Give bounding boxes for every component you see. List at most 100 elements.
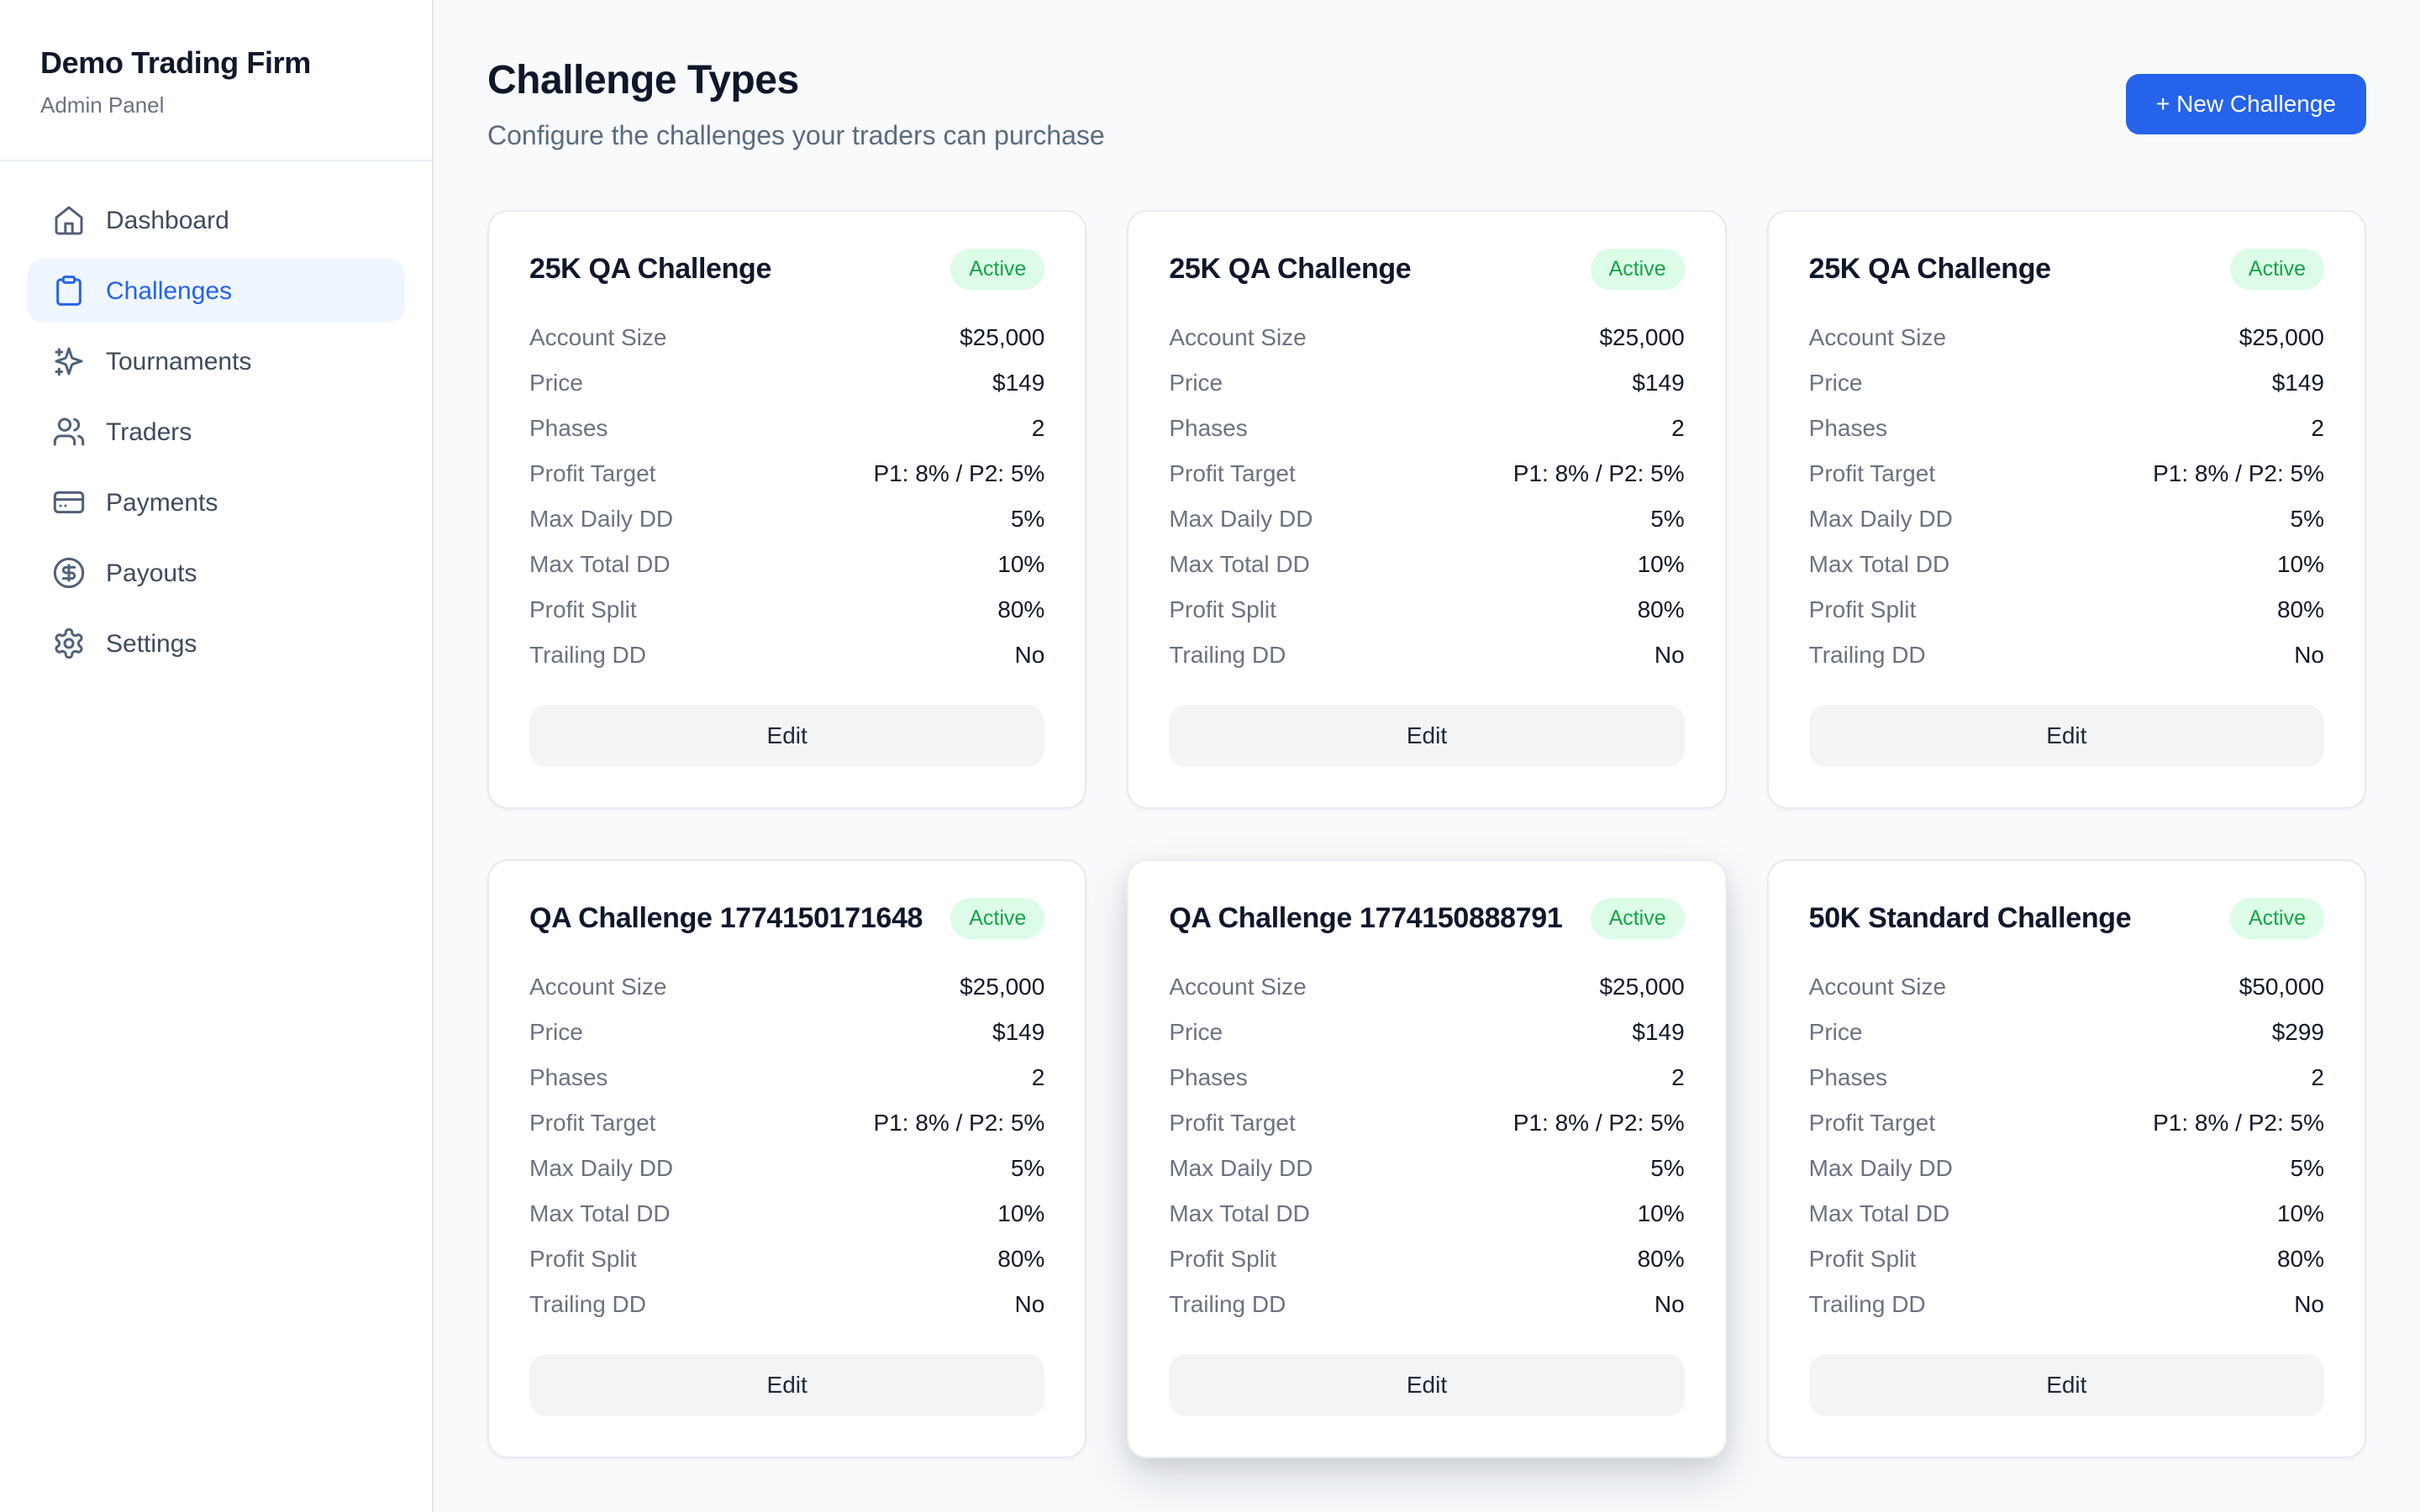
spec-label: Profit Split xyxy=(1169,1246,1276,1272)
spec-row: Price $149 xyxy=(529,1010,1044,1055)
users-icon xyxy=(52,415,86,449)
sparkles-icon xyxy=(52,344,86,378)
spec-label: Max Daily DD xyxy=(1808,1155,1953,1181)
spec-value: $149 xyxy=(1632,370,1685,396)
spec-label: Profit Target xyxy=(1169,460,1296,486)
edit-button[interactable]: Edit xyxy=(529,1354,1045,1416)
spec-label: Max Daily DD xyxy=(1169,506,1313,532)
spec-value: 80% xyxy=(2276,1246,2324,1272)
spec-row: Trailing DD No xyxy=(1809,1282,2324,1327)
status-badge: Active xyxy=(950,249,1045,290)
spec-row: Profit Split 80% xyxy=(1809,1236,2324,1282)
spec-rows: Account Size $50,000 Price $299 Phases 2… xyxy=(1809,964,2324,1327)
firm-subtitle: Admin Panel xyxy=(40,92,165,118)
status-badge: Active xyxy=(1590,898,1685,939)
spec-value: No xyxy=(2294,642,2324,668)
spec-label: Max Total DD xyxy=(529,551,671,577)
sidebar-item-challenges[interactable]: Challenges xyxy=(27,259,405,323)
spec-value: 5% xyxy=(1650,1155,1685,1181)
spec-value: $25,000 xyxy=(1599,974,1685,1000)
card-title: 50K Standard Challenge xyxy=(1808,902,2132,934)
card-header: 25K QA Challenge Active xyxy=(529,249,1045,290)
spec-value: $149 xyxy=(992,370,1045,396)
spec-row: Max Total DD 10% xyxy=(529,542,1044,587)
spec-row: Account Size $25,000 xyxy=(1169,964,1684,1010)
spec-row: Profit Target P1: 8% / P2: 5% xyxy=(529,1100,1044,1146)
spec-label: Max Daily DD xyxy=(1169,1155,1313,1181)
spec-value: $25,000 xyxy=(960,324,1045,350)
spec-row: Profit Target P1: 8% / P2: 5% xyxy=(1809,451,2324,496)
spec-value: No xyxy=(1014,1291,1045,1317)
spec-row: Profit Target P1: 8% / P2: 5% xyxy=(1169,451,1684,496)
spec-value: 2 xyxy=(1671,1064,1685,1090)
spec-row: Max Total DD 10% xyxy=(1809,542,2324,587)
edit-button[interactable]: Edit xyxy=(1808,705,2324,767)
sidebar-item-label: Payments xyxy=(106,489,218,517)
spec-row: Phases 2 xyxy=(1809,1055,2324,1100)
card-header: 25K QA Challenge Active xyxy=(1169,249,1685,290)
spec-label: Profit Target xyxy=(1808,460,1936,486)
edit-button[interactable]: Edit xyxy=(1169,705,1685,767)
spec-row: Account Size $25,000 xyxy=(1809,315,2324,360)
edit-button[interactable]: Edit xyxy=(529,705,1045,767)
status-badge: Active xyxy=(1590,249,1685,290)
spec-label: Max Total DD xyxy=(1169,551,1310,577)
edit-button[interactable]: Edit xyxy=(1808,1354,2324,1416)
spec-value: P1: 8% / P2: 5% xyxy=(873,1110,1045,1136)
spec-value: P1: 8% / P2: 5% xyxy=(2153,460,2324,486)
spec-value: No xyxy=(1014,642,1045,668)
spec-label: Max Total DD xyxy=(1808,551,1950,577)
spec-value: $149 xyxy=(2271,370,2324,396)
spec-label: Profit Split xyxy=(1169,596,1276,622)
spec-label: Account Size xyxy=(1808,974,1947,1000)
cards-grid: 25K QA Challenge Active Account Size $25… xyxy=(487,210,2366,1458)
spec-label: Phases xyxy=(1169,415,1248,441)
spec-value: $299 xyxy=(2271,1019,2324,1045)
new-challenge-button[interactable]: + New Challenge xyxy=(2125,74,2366,134)
spec-row: Trailing DD No xyxy=(1169,633,1684,678)
spec-label: Price xyxy=(1808,1019,1863,1045)
sidebar-item-label: Traders xyxy=(106,418,192,446)
spec-label: Account Size xyxy=(1169,974,1307,1000)
spec-row: Phases 2 xyxy=(1169,406,1684,451)
spec-label: Profit Split xyxy=(1808,1246,1917,1272)
spec-label: Trailing DD xyxy=(529,642,646,668)
challenge-card: 25K QA Challenge Active Account Size $25… xyxy=(487,210,1087,809)
spec-row: Price $299 xyxy=(1809,1010,2324,1055)
sidebar-item-settings[interactable]: Settings xyxy=(27,612,405,675)
spec-rows: Account Size $25,000 Price $149 Phases 2… xyxy=(1169,315,1684,678)
spec-label: Phases xyxy=(1169,1064,1248,1090)
spec-label: Price xyxy=(1808,370,1863,396)
spec-rows: Account Size $25,000 Price $149 Phases 2… xyxy=(1169,964,1684,1327)
spec-label: Trailing DD xyxy=(1808,642,1926,668)
spec-value: P1: 8% / P2: 5% xyxy=(873,460,1045,486)
spec-value: 80% xyxy=(997,596,1045,622)
spec-row: Max Daily DD 5% xyxy=(1809,496,2324,542)
edit-button[interactable]: Edit xyxy=(1169,1354,1685,1416)
spec-value: 2 xyxy=(1031,1064,1045,1090)
spec-row: Account Size $25,000 xyxy=(529,315,1044,360)
main-content: Challenge Types Configure the challenges… xyxy=(434,0,2420,1512)
dollar-circle-icon xyxy=(52,556,86,590)
spec-label: Phases xyxy=(529,415,608,441)
spec-row: Phases 2 xyxy=(1169,1055,1684,1100)
spec-value: 5% xyxy=(1650,506,1685,532)
sidebar-item-tournaments[interactable]: Tournaments xyxy=(27,329,405,393)
firm-title: Demo Trading Firm xyxy=(40,45,311,80)
spec-value: 2 xyxy=(2311,415,2324,441)
spec-label: Price xyxy=(1169,1019,1223,1045)
sidebar-item-label: Settings xyxy=(106,630,197,658)
spec-value: 5% xyxy=(1010,506,1045,532)
spec-row: Trailing DD No xyxy=(529,633,1044,678)
spec-value: 10% xyxy=(997,551,1045,577)
sidebar-item-traders[interactable]: Traders xyxy=(27,400,405,464)
spec-label: Price xyxy=(529,1019,583,1045)
sidebar-item-payments[interactable]: Payments xyxy=(27,470,405,534)
challenge-card: 50K Standard Challenge Active Account Si… xyxy=(1766,859,2366,1458)
spec-row: Trailing DD No xyxy=(529,1282,1044,1327)
spec-row: Price $149 xyxy=(1169,360,1684,406)
sidebar-item-dashboard[interactable]: Dashboard xyxy=(27,188,405,252)
spec-value: 10% xyxy=(2276,551,2324,577)
challenge-card: QA Challenge 1774150888791 Active Accoun… xyxy=(1127,859,1727,1458)
sidebar-item-payouts[interactable]: Payouts xyxy=(27,541,405,605)
